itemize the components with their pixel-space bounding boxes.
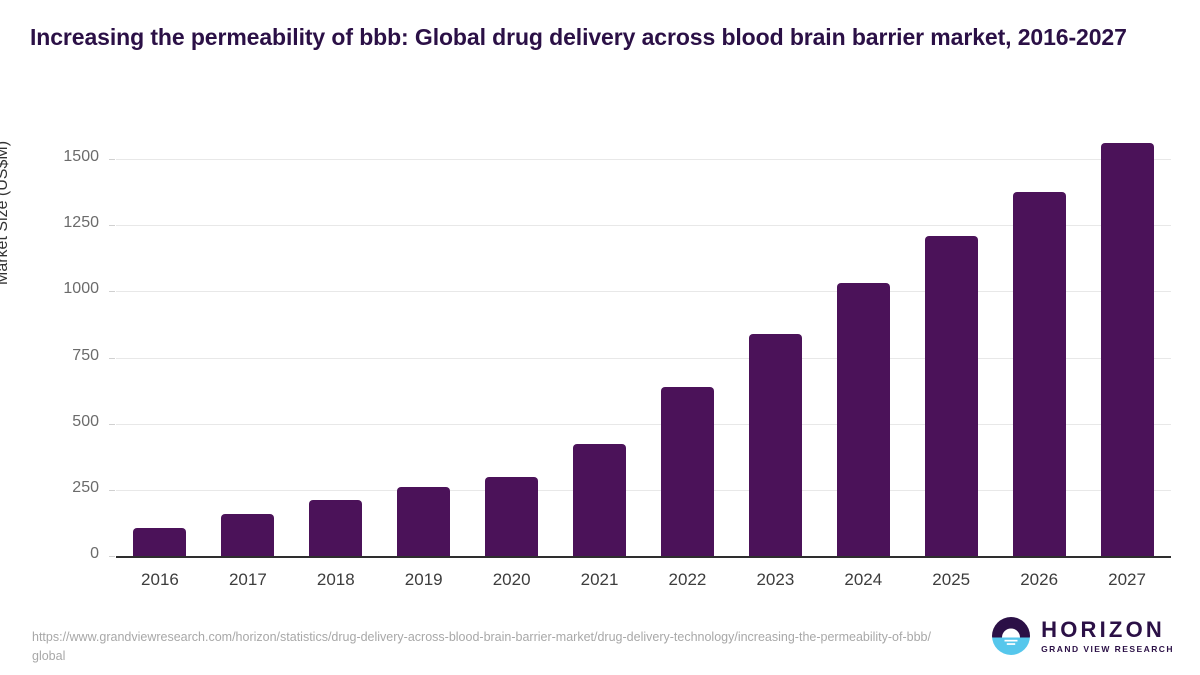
- y-tick-label: 1250: [63, 214, 99, 232]
- y-tick-mark: [109, 489, 115, 491]
- y-tick-mark: [109, 357, 115, 359]
- logo-wordmark: HORIZON: [1041, 616, 1165, 642]
- logo-tagline: GRAND VIEW RESEARCH: [1041, 643, 1174, 654]
- y-tick-mark: [109, 291, 115, 293]
- x-tick-label-2017: 2017: [228, 570, 267, 589]
- bar-2020[interactable]: [485, 476, 539, 556]
- horizon-sun-circle-icon: [992, 617, 1031, 655]
- bar-2026[interactable]: [1012, 192, 1066, 556]
- bar-2019[interactable]: [397, 487, 451, 556]
- y-tick-mark: [109, 423, 115, 425]
- gridline: [116, 489, 1171, 491]
- x-tick-label-2018: 2018: [316, 570, 355, 589]
- x-tick-label-2019: 2019: [404, 570, 443, 589]
- page-title: Increasing the permeability of bbb: Glob…: [30, 24, 1127, 50]
- x-tick-label-2026: 2026: [1020, 570, 1059, 589]
- y-tick-label: 1000: [63, 280, 99, 298]
- bar-2016[interactable]: [133, 528, 187, 556]
- bar-2027[interactable]: [1100, 143, 1154, 556]
- gridline: [116, 291, 1171, 293]
- y-tick-mark: [109, 225, 115, 227]
- y-tick-mark: [109, 556, 115, 557]
- bar-2024[interactable]: [836, 283, 890, 556]
- y-tick-label: 1500: [63, 148, 99, 165]
- plot-area: [109, 143, 1171, 557]
- logo-text-block: HORIZON GRAND VIEW RESEARCH: [1041, 616, 1174, 654]
- x-axis-line: [116, 556, 1171, 558]
- gridline: [116, 357, 1171, 359]
- y-tick-label: 500: [72, 412, 99, 430]
- x-tick-label-2021: 2021: [580, 570, 619, 589]
- x-tick-label-2016: 2016: [141, 570, 179, 589]
- x-tick-label-2025: 2025: [932, 570, 971, 589]
- source-url-text[interactable]: https://www.grandviewresearch.com/horizo…: [32, 630, 931, 664]
- y-tick-label: 0: [90, 545, 99, 562]
- bar-2021[interactable]: [573, 443, 627, 556]
- y-tick-label: 750: [72, 346, 99, 364]
- bar-2018[interactable]: [309, 500, 363, 556]
- bar-2023[interactable]: [748, 333, 802, 556]
- x-tick-label-2024: 2024: [844, 570, 883, 589]
- horizon-logo[interactable]: HORIZON GRAND VIEW RESEARCH: [991, 616, 1174, 656]
- bar-2022[interactable]: [660, 386, 714, 556]
- bar-2017[interactable]: [221, 513, 275, 556]
- x-tick-label-2022: 2022: [668, 570, 707, 589]
- x-tick-label-2023: 2023: [756, 570, 795, 589]
- x-tick-label-2027: 2027: [1108, 570, 1146, 589]
- y-tick-mark: [109, 159, 115, 160]
- gridline: [116, 423, 1171, 425]
- bar-2025[interactable]: [924, 235, 978, 556]
- x-tick-label-2020: 2020: [492, 570, 531, 589]
- gridline: [116, 225, 1171, 227]
- y-tick-label: 250: [72, 478, 99, 496]
- gridline: [116, 159, 1171, 160]
